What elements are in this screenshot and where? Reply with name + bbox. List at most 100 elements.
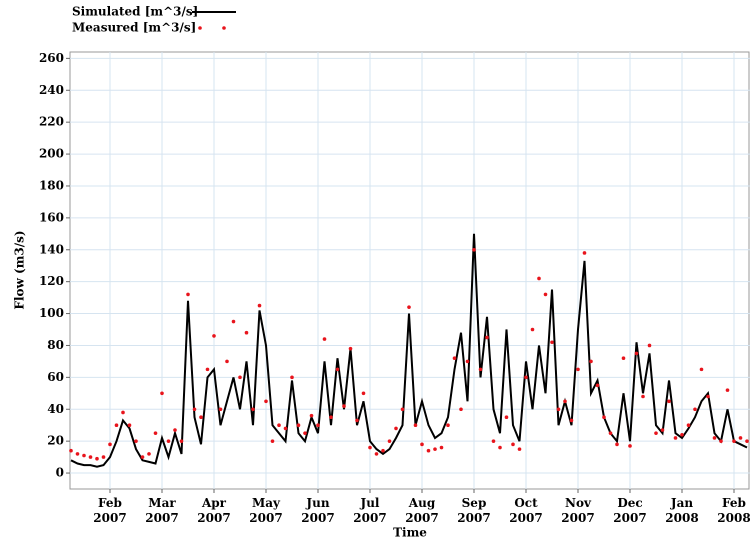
measured-point [251, 407, 255, 412]
measured-point [407, 305, 411, 309]
measured-point [394, 426, 398, 431]
measured-point [595, 383, 600, 388]
measured-point [270, 439, 275, 443]
measured-point [465, 359, 470, 364]
measured-point [621, 356, 626, 361]
plot-area [69, 51, 750, 490]
x-tick-label: Jun 2007 [301, 496, 335, 525]
legend-dot [222, 26, 226, 30]
measured-point [179, 439, 184, 443]
measured-point [88, 455, 93, 459]
x-tick-label: Oct 2007 [509, 496, 543, 525]
measured-point [439, 445, 444, 450]
measured-point [134, 439, 138, 443]
measured-point [472, 247, 476, 252]
measured-point [732, 439, 736, 443]
measured-point [381, 448, 385, 453]
y-tick-label: 160 [39, 210, 64, 224]
measured-point [745, 439, 749, 443]
y-tick-label: 100 [39, 306, 64, 320]
measured-point [348, 346, 353, 351]
x-tick-label: Jul 2007 [353, 496, 387, 525]
measured-point [316, 423, 320, 428]
measured-point [114, 423, 119, 428]
measured-point [420, 442, 424, 447]
measured-point [277, 423, 281, 428]
y-tick-label: 200 [39, 147, 64, 161]
y-tick-label: 80 [47, 338, 64, 352]
measured-point [680, 432, 684, 437]
x-tick-label: Apr 2007 [197, 496, 231, 525]
measured-point [433, 447, 437, 451]
y-tick-label: 140 [39, 242, 64, 256]
measured-point [413, 423, 418, 428]
y-tick-label: 240 [39, 83, 64, 97]
y-tick-label: 20 [47, 434, 64, 448]
measured-point [641, 394, 645, 399]
x-tick-label: May 2007 [249, 496, 283, 525]
measured-point [400, 407, 405, 412]
measured-point [368, 445, 372, 450]
measured-point [550, 340, 554, 345]
measured-point [127, 423, 132, 428]
measured-point [75, 452, 80, 456]
measured-point [387, 439, 392, 443]
y-axis-title: Flow (m3/s) [13, 230, 27, 309]
measured-point [329, 415, 333, 420]
measured-point [160, 391, 164, 396]
measured-point [706, 394, 710, 399]
measured-point [342, 404, 346, 408]
measured-point [485, 335, 489, 340]
measured-point [335, 367, 340, 372]
measured-point [478, 367, 483, 372]
y-tick-label: 0 [56, 466, 64, 480]
y-tick-label: 220 [39, 115, 64, 129]
measured-point [121, 410, 125, 415]
measured-point [309, 413, 314, 418]
measured-point [446, 423, 450, 428]
measured-point [218, 407, 223, 412]
measured-point [491, 439, 496, 443]
x-tick-label: Sep 2007 [457, 496, 491, 525]
simulated-line [70, 233, 748, 468]
measured-point [186, 292, 190, 297]
x-tick-label: Nov 2007 [561, 496, 595, 525]
measured-point [556, 407, 561, 412]
measured-point [511, 442, 515, 447]
measured-point [140, 455, 145, 459]
measured-point [212, 334, 216, 338]
measured-point [504, 415, 509, 420]
x-axis-title: Time [393, 526, 427, 539]
y-tick-label: 260 [39, 51, 64, 65]
measured-point [166, 439, 171, 443]
legend-label: Measured [m^3/s] [72, 21, 196, 35]
measured-point [173, 428, 177, 432]
measured-point [459, 407, 463, 412]
x-tick-label: Mar 2007 [145, 496, 179, 525]
y-tick-label: 120 [39, 274, 64, 288]
measured-point [355, 418, 359, 423]
measured-point [686, 423, 691, 428]
measured-point [192, 407, 197, 412]
measured-point [738, 436, 743, 440]
x-tick-label: Aug 2007 [405, 496, 439, 525]
x-tick-label: Jan 2008 [665, 496, 699, 525]
measured-point [426, 448, 431, 453]
measured-point [719, 439, 723, 443]
measured-point [582, 251, 587, 255]
measured-point [147, 452, 151, 456]
measured-point [563, 399, 567, 404]
measured-point [231, 319, 236, 324]
measured-point [452, 356, 457, 361]
measured-point [537, 276, 541, 281]
measured-point [199, 415, 203, 420]
measured-point [569, 418, 574, 423]
measured-point [95, 456, 99, 461]
measured-point [108, 442, 112, 447]
y-tick-label: 180 [39, 178, 64, 192]
measured-point [667, 399, 671, 404]
measured-point [634, 351, 639, 356]
measured-point [205, 367, 210, 372]
